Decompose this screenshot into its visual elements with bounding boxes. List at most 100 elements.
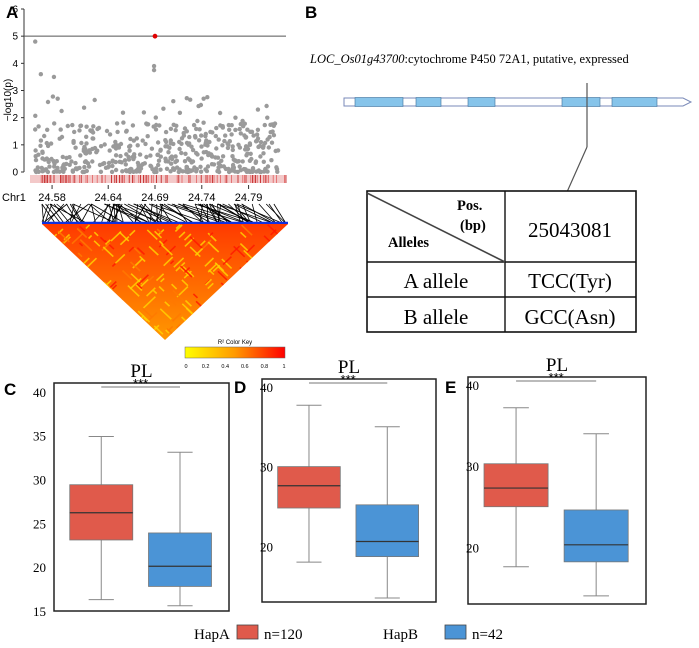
ld-texture-mark (259, 312, 273, 325)
chromosome-x-ticks: 24.58 24.64 24.69 24.74 24.79 (38, 185, 262, 204)
snp-point (144, 154, 149, 160)
ld-texture-mark (231, 300, 241, 309)
snp-point (238, 121, 243, 127)
ld-texture-mark (42, 324, 50, 335)
snp-point (50, 94, 56, 99)
ld-connector (177, 203, 232, 223)
ld-texture-mark (110, 231, 122, 242)
ld-texture-mark (118, 298, 124, 303)
ld-texture-mark (42, 255, 48, 261)
snp-point (240, 159, 245, 164)
ld-texture-mark (44, 331, 56, 340)
ld-texture-mark (146, 229, 158, 240)
snp-point (256, 144, 261, 150)
snp-point (201, 150, 206, 155)
box-hapb (148, 451, 212, 607)
snp-point (57, 136, 62, 141)
ld-texture-mark (253, 302, 267, 315)
ld-texture-mark (266, 265, 273, 271)
ld-texture-mark (148, 275, 155, 281)
snp-point (262, 140, 268, 146)
color-key-ticks: 0 0.2 0.4 0.6 0.8 1 (184, 364, 285, 370)
ld-texture-mark (254, 252, 264, 262)
snp-point (173, 128, 178, 133)
ld-texture-mark (131, 327, 142, 337)
manhattan-points (33, 39, 281, 175)
ld-texture-mark (102, 246, 114, 258)
snp-point (163, 129, 169, 135)
snp-point (243, 144, 249, 149)
snp-point (186, 142, 191, 147)
ld-texture-mark (152, 289, 158, 295)
snp-point (51, 74, 57, 80)
snp-point (171, 99, 176, 104)
ld-texture-mark (259, 294, 265, 299)
chromosome-label: Chr1 (2, 192, 26, 204)
snp-point (33, 127, 38, 132)
ld-texture-mark (259, 297, 269, 306)
ld-texture-mark (191, 331, 200, 340)
color-key-tick-label: 0.4 (221, 364, 229, 370)
snp-point (88, 128, 93, 133)
chromosome-x-tick-label: 24.69 (141, 192, 169, 204)
ld-connector (113, 203, 116, 223)
ld-texture-mark (67, 284, 81, 297)
boxplot-y-tick-label: 30 (33, 472, 46, 487)
snp-point (40, 169, 45, 174)
snp-point (102, 142, 107, 147)
ld-texture-mark (183, 270, 192, 279)
snp-point (71, 138, 76, 144)
snp-point (233, 115, 238, 120)
snp-point (137, 152, 143, 157)
ld-texture-mark (139, 278, 149, 288)
ld-texture-mark (71, 233, 84, 245)
ld-texture-mark (64, 266, 73, 275)
ld-texture-mark (271, 292, 279, 299)
snp-point (84, 168, 90, 174)
ld-texture-mark (268, 266, 273, 272)
bp-header: (bp) (460, 218, 486, 234)
ld-connector (47, 203, 65, 223)
snp-point (36, 124, 41, 129)
snp-point (115, 129, 120, 135)
snp-point (255, 107, 261, 112)
ld-texture-mark (142, 308, 153, 318)
ld-connector (217, 203, 271, 223)
snp-point (166, 150, 171, 155)
snp-point (237, 126, 242, 132)
ld-texture-mark (67, 264, 78, 274)
ld-texture-mark (51, 280, 57, 286)
ld-texture-mark (129, 277, 142, 290)
snp-point (33, 113, 38, 119)
ld-texture-mark (260, 253, 269, 262)
ld-connector (81, 203, 92, 223)
ld-texture-mark (104, 239, 111, 245)
snp-point (128, 136, 133, 142)
legend-hapb-count: n=42 (472, 627, 503, 643)
snp-point (240, 118, 245, 124)
snp-point (38, 138, 44, 143)
ld-texture-mark (85, 257, 98, 269)
snp-point (197, 127, 202, 132)
ld-texture-mark (255, 332, 267, 340)
snp-point (183, 151, 188, 156)
snp-point (261, 151, 266, 156)
ld-texture-mark (241, 224, 253, 236)
ld-texture-mark (160, 277, 165, 283)
ld-texture-mark (270, 333, 276, 339)
ld-texture-mark (189, 246, 201, 258)
boxplot-y-tick-label: 25 (33, 516, 46, 531)
ld-connector (199, 203, 203, 223)
ld-texture-mark (247, 318, 259, 329)
ld-texture-mark (230, 302, 235, 307)
snp-point (220, 143, 225, 148)
ld-texture-mark (243, 298, 256, 310)
ld-texture-mark (101, 311, 107, 317)
snp-point (236, 159, 241, 164)
ld-heatmap (42, 224, 288, 340)
ld-texture-mark (155, 273, 165, 282)
ld-texture-mark (42, 230, 45, 243)
ld-texture-mark (79, 225, 86, 232)
snp-point (51, 169, 57, 175)
snp-pointer-diagonal (566, 146, 588, 193)
